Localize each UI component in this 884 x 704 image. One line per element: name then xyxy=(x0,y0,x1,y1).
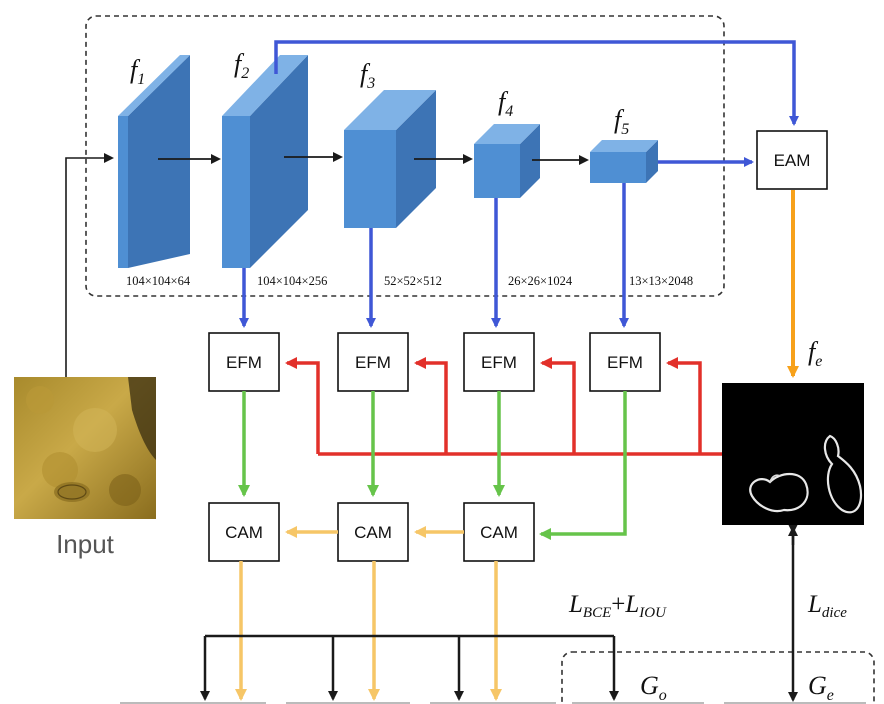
feature-block-f5 xyxy=(590,140,658,183)
dims-f4: 26×26×1024 xyxy=(508,274,573,288)
label-ge: Ge xyxy=(808,671,834,704)
ground-truth-region xyxy=(561,651,875,704)
dims-f5: 13×13×2048 xyxy=(629,274,693,288)
input-image xyxy=(14,377,156,519)
input-arrow xyxy=(65,153,114,378)
backbone-region xyxy=(85,15,725,297)
cam-box-3 xyxy=(463,502,535,562)
label-f5: f5 xyxy=(614,105,629,138)
label-f3: f3 xyxy=(360,59,375,92)
dims-f2: 104×104×256 xyxy=(257,274,327,288)
feature-block-f4 xyxy=(474,124,540,198)
edge-feature-map xyxy=(722,383,864,525)
arrow-edge-efm3 xyxy=(540,357,576,454)
cam-label-1: CAM xyxy=(225,523,263,542)
dims-f1: 104×104×64 xyxy=(126,274,191,288)
eam-label: EAM xyxy=(774,151,811,170)
arrow-efm4-cam3 xyxy=(539,391,627,540)
label-f4: f4 xyxy=(498,87,513,120)
cam-box-1 xyxy=(208,502,280,562)
efm-box-2 xyxy=(337,332,409,392)
feature-block-f2 xyxy=(222,55,308,268)
efm-box-3 xyxy=(463,332,535,392)
arrow-f2-eam xyxy=(274,40,799,126)
label-go: Go xyxy=(640,671,667,704)
arrow-edge-efm2 xyxy=(414,357,448,454)
input-label: Input xyxy=(56,529,115,559)
eam-box xyxy=(756,130,828,190)
label-f1: f1 xyxy=(130,55,145,88)
cam-label-2: CAM xyxy=(354,523,392,542)
cam-label-3: CAM xyxy=(480,523,518,542)
efm-label-3: EFM xyxy=(481,353,517,372)
efm-label-4: EFM xyxy=(607,353,643,372)
arrow-edge-efm4 xyxy=(666,357,702,454)
feature-block-f1 xyxy=(118,55,190,268)
label-f2: f2 xyxy=(234,49,249,82)
dims-f3: 52×52×512 xyxy=(384,274,442,288)
loss-dice: Ldice xyxy=(807,591,847,621)
efm-label-1: EFM xyxy=(226,353,262,372)
efm-box-1 xyxy=(208,332,280,392)
label-fe: fe xyxy=(808,337,822,370)
efm-label-2: EFM xyxy=(355,353,391,372)
arrow-edge-efm1 xyxy=(285,357,320,454)
loss-bce-iou: LBCE+LIOU xyxy=(568,591,667,621)
